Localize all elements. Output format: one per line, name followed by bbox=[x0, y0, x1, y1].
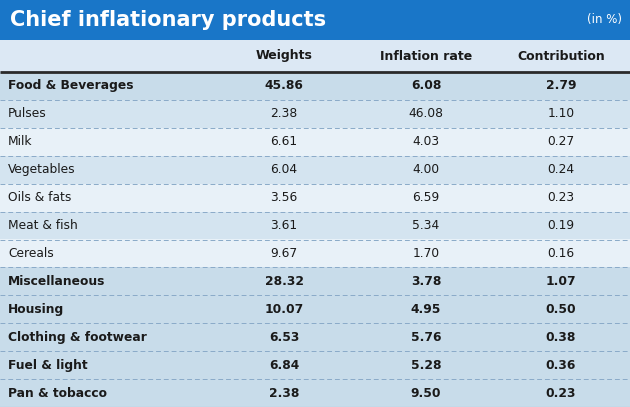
Text: Food & Beverages: Food & Beverages bbox=[8, 79, 134, 92]
Text: (in %): (in %) bbox=[587, 13, 622, 26]
Text: 0.27: 0.27 bbox=[547, 135, 575, 148]
Text: Clothing & footwear: Clothing & footwear bbox=[8, 331, 147, 344]
Text: 3.61: 3.61 bbox=[270, 219, 297, 232]
Text: Housing: Housing bbox=[8, 303, 64, 316]
Text: 2.79: 2.79 bbox=[546, 79, 576, 92]
Text: Fuel & light: Fuel & light bbox=[8, 359, 88, 372]
Text: 9.50: 9.50 bbox=[411, 387, 441, 400]
Text: 2.38: 2.38 bbox=[270, 107, 297, 120]
Bar bbox=[0, 267, 630, 295]
Text: Inflation rate: Inflation rate bbox=[380, 50, 472, 63]
Text: 1.07: 1.07 bbox=[546, 275, 576, 288]
Text: 1.70: 1.70 bbox=[413, 247, 440, 260]
Text: 6.84: 6.84 bbox=[269, 359, 299, 372]
Bar bbox=[0, 351, 630, 379]
Text: 4.03: 4.03 bbox=[413, 135, 440, 148]
Bar bbox=[0, 40, 630, 72]
Text: 0.16: 0.16 bbox=[547, 247, 575, 260]
Text: 9.67: 9.67 bbox=[270, 247, 297, 260]
Bar bbox=[0, 184, 630, 212]
Text: 4.95: 4.95 bbox=[411, 303, 441, 316]
Bar bbox=[0, 100, 630, 128]
Text: Pulses: Pulses bbox=[8, 107, 47, 120]
Text: Miscellaneous: Miscellaneous bbox=[8, 275, 105, 288]
Bar bbox=[0, 379, 630, 407]
Text: 3.56: 3.56 bbox=[270, 191, 297, 204]
Text: 6.08: 6.08 bbox=[411, 79, 441, 92]
Text: 6.59: 6.59 bbox=[413, 191, 440, 204]
Text: Weights: Weights bbox=[256, 50, 312, 63]
Text: Milk: Milk bbox=[8, 135, 33, 148]
Bar bbox=[0, 156, 630, 184]
Bar bbox=[0, 295, 630, 323]
Bar bbox=[0, 239, 630, 267]
Text: 1.10: 1.10 bbox=[547, 107, 575, 120]
Text: 46.08: 46.08 bbox=[408, 107, 444, 120]
Text: 5.28: 5.28 bbox=[411, 359, 441, 372]
Bar bbox=[0, 72, 630, 100]
Text: 6.61: 6.61 bbox=[270, 135, 297, 148]
Text: 6.04: 6.04 bbox=[270, 163, 297, 176]
Text: 0.24: 0.24 bbox=[547, 163, 575, 176]
Text: 0.36: 0.36 bbox=[546, 359, 576, 372]
Text: 0.38: 0.38 bbox=[546, 331, 576, 344]
Text: 6.53: 6.53 bbox=[269, 331, 299, 344]
Text: Chief inflationary products: Chief inflationary products bbox=[10, 10, 326, 30]
Text: 28.32: 28.32 bbox=[265, 275, 304, 288]
Text: 10.07: 10.07 bbox=[265, 303, 304, 316]
Text: Oils & fats: Oils & fats bbox=[8, 191, 71, 204]
Bar bbox=[0, 128, 630, 156]
Text: 3.78: 3.78 bbox=[411, 275, 441, 288]
Text: 2.38: 2.38 bbox=[269, 387, 299, 400]
Text: 4.00: 4.00 bbox=[413, 163, 440, 176]
Text: Pan & tobacco: Pan & tobacco bbox=[8, 387, 107, 400]
Text: 0.19: 0.19 bbox=[547, 219, 575, 232]
Text: Cereals: Cereals bbox=[8, 247, 54, 260]
Bar bbox=[0, 323, 630, 351]
Text: Vegetables: Vegetables bbox=[8, 163, 76, 176]
Bar bbox=[0, 0, 630, 40]
Text: 0.23: 0.23 bbox=[547, 191, 575, 204]
Text: 5.76: 5.76 bbox=[411, 331, 441, 344]
Bar bbox=[0, 212, 630, 239]
Text: 0.50: 0.50 bbox=[546, 303, 576, 316]
Text: 5.34: 5.34 bbox=[413, 219, 440, 232]
Text: 45.86: 45.86 bbox=[265, 79, 304, 92]
Text: Meat & fish: Meat & fish bbox=[8, 219, 77, 232]
Text: 0.23: 0.23 bbox=[546, 387, 576, 400]
Text: Contribution: Contribution bbox=[517, 50, 605, 63]
